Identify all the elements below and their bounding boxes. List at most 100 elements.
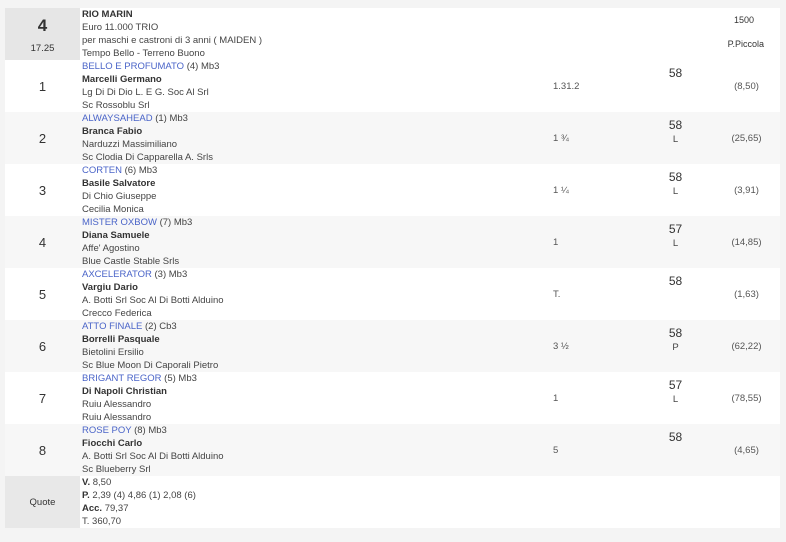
- horse-extra: (8) Mb3: [131, 425, 167, 436]
- race-info: RIO MARIN Euro 11.000 TRIO per maschi e …: [80, 8, 547, 60]
- horse-link[interactable]: BRIGANT REGOR: [82, 373, 162, 384]
- runner-info: BRIGANT REGOR (5) Mb3 Di Napoli Christia…: [80, 372, 547, 424]
- weight: 58: [668, 326, 683, 340]
- owner: Blue Castle Stable Srls: [82, 256, 180, 267]
- quote-trio: T. 360,70: [82, 516, 122, 527]
- trainer: Bietolini Ersilio: [82, 347, 144, 358]
- margin: T.: [553, 288, 561, 300]
- runner-row: 6 ATTO FINALE (2) Cb3 Borrelli Pasquale …: [5, 320, 780, 372]
- jockey: Vargiu Dario: [82, 282, 138, 293]
- runner-row: 4 MISTER OXBOW (7) Mb3 Diana Samuele Aff…: [5, 216, 780, 268]
- finish-position: 2: [38, 130, 47, 146]
- race-results-table: 4 17.25 RIO MARIN Euro 11.000 TRIO per m…: [5, 8, 780, 528]
- odds: (62,22): [731, 340, 762, 352]
- horse-extra: (6) Mb3: [121, 165, 158, 176]
- race-name: RIO MARIN: [82, 9, 133, 20]
- race-number-cell: 4 17.25: [5, 8, 80, 60]
- horse-link[interactable]: AXCELERATOR: [82, 269, 152, 280]
- quote-place: P. 2,39 (4) 4,86 (1) 2,08 (6): [82, 490, 196, 501]
- owner: Sc Blue Moon Di Caporali Pietro: [82, 360, 219, 371]
- weight: 58: [668, 170, 683, 184]
- quote-win: V. 8,50: [82, 477, 112, 488]
- race-meta: 1500 P.Piccola: [547, 8, 780, 60]
- finish-position: 5: [38, 286, 47, 302]
- margin: 1.31.2: [553, 80, 580, 92]
- weight: 57: [668, 222, 683, 236]
- horse-link[interactable]: ROSE POY: [82, 425, 132, 436]
- weight-cell: 58: [638, 268, 713, 320]
- weight-cell: 58: [638, 60, 713, 112]
- odds: (14,85): [731, 236, 762, 248]
- quote-label: Quote: [5, 476, 80, 528]
- horse-link[interactable]: CORTEN: [82, 165, 122, 176]
- finish-position: 7: [38, 390, 47, 406]
- weight: 57: [668, 378, 683, 392]
- finish-position: 8: [38, 442, 47, 458]
- runner-row: 3 CORTEN (6) Mb3 Basile Salvatore Di Chi…: [5, 164, 780, 216]
- trainer: Ruiu Alessandro: [82, 399, 152, 410]
- jockey: Branca Fabio: [82, 126, 143, 137]
- race-header: 4 17.25 RIO MARIN Euro 11.000 TRIO per m…: [5, 8, 780, 60]
- horse-extra: (7) Mb3: [156, 217, 193, 228]
- owner: Ruiu Alessandro: [82, 412, 152, 423]
- race-prize: Euro 11.000 TRIO: [82, 22, 159, 33]
- weight-cell: 58 L: [638, 112, 713, 164]
- runner-info: CORTEN (6) Mb3 Basile Salvatore Di Chio …: [80, 164, 547, 216]
- owner: Sc Clodia Di Capparella A. Srls: [82, 152, 213, 163]
- horse-link[interactable]: BELLO E PROFUMATO: [82, 61, 185, 72]
- runner-row: 1 BELLO E PROFUMATO (4) Mb3 Marcelli Ger…: [5, 60, 780, 112]
- odds: (25,65): [731, 132, 762, 144]
- runner-info: AXCELERATOR (3) Mb3 Vargiu Dario A. Bott…: [80, 268, 547, 320]
- trainer: Affe' Agostino: [82, 243, 140, 254]
- equipment: L: [672, 394, 679, 405]
- runner-info: ROSE POY (8) Mb3 Fiocchi Carlo A. Botti …: [80, 424, 547, 476]
- runner-info: MISTER OXBOW (7) Mb3 Diana Samuele Affe'…: [80, 216, 547, 268]
- quote-values: V. 8,50 P. 2,39 (4) 4,86 (1) 2,08 (6) Ac…: [80, 476, 547, 528]
- margin: 3 ½: [553, 340, 569, 352]
- margin: 5: [553, 444, 559, 456]
- jockey: Fiocchi Carlo: [82, 438, 143, 449]
- runner-info: BELLO E PROFUMATO (4) Mb3 Marcelli Germa…: [80, 60, 547, 112]
- runner-info: ALWAYSAHEAD (1) Mb3 Branca Fabio Narduzz…: [80, 112, 547, 164]
- jockey: Basile Salvatore: [82, 178, 156, 189]
- weight-cell: 58 P: [638, 320, 713, 372]
- horse-link[interactable]: ATTO FINALE: [82, 321, 143, 332]
- jockey: Marcelli Germano: [82, 74, 162, 85]
- horse-link[interactable]: ALWAYSAHEAD: [82, 113, 153, 124]
- weight: 58: [668, 274, 683, 288]
- quote-row: Quote V. 8,50 P. 2,39 (4) 4,86 (1) 2,08 …: [5, 476, 780, 528]
- race-conditions: per maschi e castroni di 3 anni ( MAIDEN…: [82, 35, 263, 46]
- margin: 1 ¾: [553, 132, 569, 144]
- weight-cell: 58: [638, 424, 713, 476]
- horse-link[interactable]: MISTER OXBOW: [82, 217, 157, 228]
- race-time: 17.25: [30, 42, 55, 54]
- owner: Sc Rossoblu Srl: [82, 100, 150, 111]
- weight: 58: [668, 118, 683, 132]
- margin: 1 ¼: [553, 184, 569, 196]
- equipment: L: [672, 134, 679, 145]
- weight: 58: [668, 430, 683, 444]
- race-track: P.Piccola: [727, 39, 764, 49]
- finish-position: 4: [38, 234, 47, 250]
- equipment: L: [672, 186, 679, 197]
- finish-position: 6: [38, 338, 47, 354]
- horse-extra: (3) Mb3: [151, 269, 188, 280]
- trainer: Narduzzi Massimiliano: [82, 139, 178, 150]
- owner: Sc Blueberry Srl: [82, 464, 151, 475]
- horse-extra: (4) Mb3: [184, 61, 220, 72]
- equipment: L: [672, 238, 679, 249]
- runner-row: 2 ALWAYSAHEAD (1) Mb3 Branca Fabio Nardu…: [5, 112, 780, 164]
- horse-extra: (5) Mb3: [161, 373, 197, 384]
- race-distance: 1500: [733, 15, 754, 25]
- odds: (4,65): [734, 444, 759, 456]
- weight-cell: 57 L: [638, 372, 713, 424]
- margin: 1: [553, 392, 559, 404]
- owner: Cecilia Monica: [82, 204, 144, 215]
- jockey: Diana Samuele: [82, 230, 150, 241]
- finish-position: 3: [38, 182, 47, 198]
- weight: 58: [668, 66, 683, 80]
- horse-extra: (1) Mb3: [152, 113, 188, 124]
- finish-position: 1: [38, 78, 47, 94]
- horse-extra: (2) Cb3: [142, 321, 177, 332]
- runner-row: 8 ROSE POY (8) Mb3 Fiocchi Carlo A. Bott…: [5, 424, 780, 476]
